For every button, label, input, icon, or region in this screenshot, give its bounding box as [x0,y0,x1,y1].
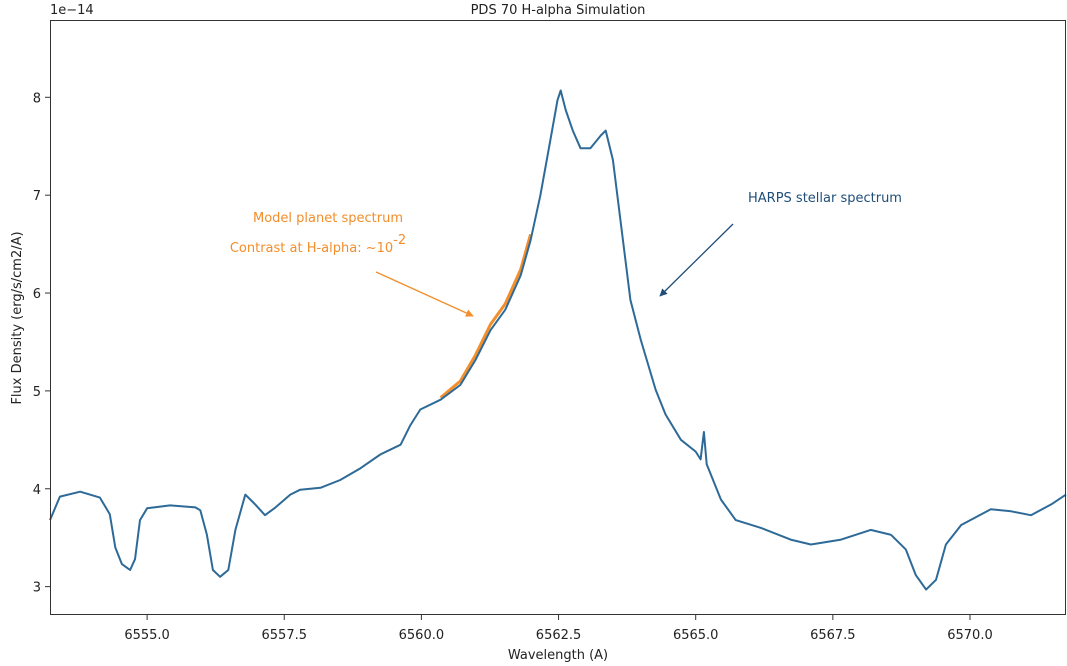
annotation-arrow [659,223,734,297]
y-offset-label: 1e−14 [50,3,94,18]
y-axis-label: Flux Density (erg/s/cm2/A) [10,231,25,404]
annotation: Contrast at H-alpha: ~10-2 [230,233,406,256]
y-tick-label: 4 [33,483,41,498]
y-tick-label: 7 [33,189,41,204]
plot-frame [50,20,1066,615]
line-series [439,233,533,399]
x-tick-label: 6555.0 [124,628,170,643]
chart-title: PDS 70 H-alpha Simulation [471,3,646,18]
annotation: Model planet spectrum [253,211,403,226]
annotation-superscript: -2 [393,233,406,248]
y-tick-label: 3 [33,581,41,596]
x-tick-label: 6557.5 [262,628,308,643]
x-tick-label: 6565.0 [673,628,719,643]
x-tick-label: 6562.5 [536,628,582,643]
x-axis-label: Wavelength (A) [508,648,608,663]
annotation-text: Contrast at H-alpha: ~10 [230,241,393,256]
y-tick-label: 5 [33,385,41,400]
plot-area [49,89,1067,591]
y-tick-label: 6 [33,287,41,302]
x-tick-label: 6560.0 [399,628,445,643]
x-tick-label: 6570.0 [947,628,993,643]
line-series [49,89,1067,591]
annotation: HARPS stellar spectrum [748,191,902,206]
y-tick-label: 8 [33,91,41,106]
x-tick-label: 6567.5 [810,628,856,643]
annotation-arrow [375,271,474,317]
